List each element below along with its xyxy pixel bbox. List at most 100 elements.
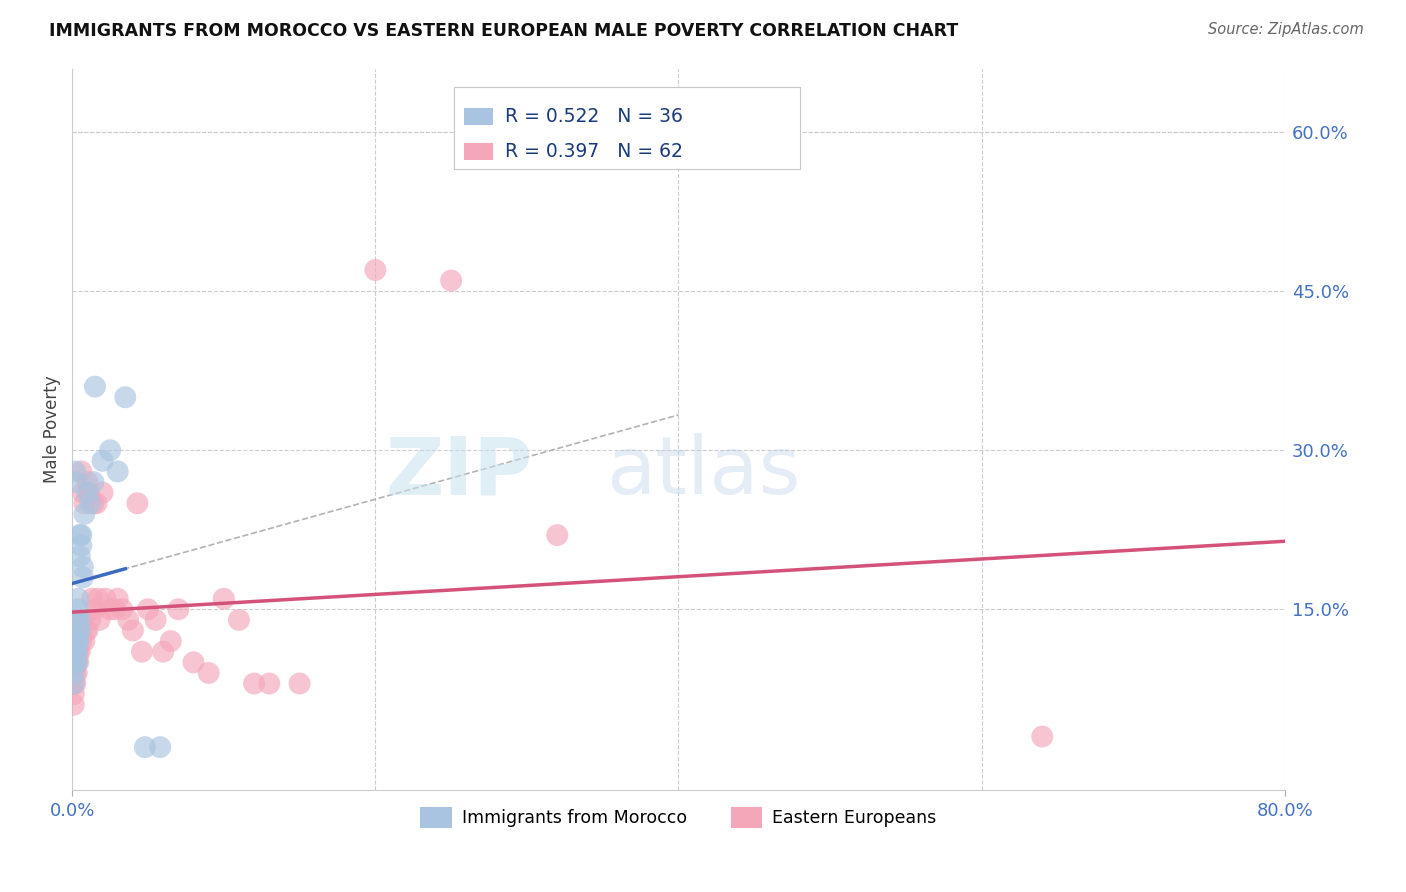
Point — [94, 591, 117, 606]
Point — [98, 443, 121, 458]
Point — [62, 665, 84, 680]
Point — [67, 645, 90, 659]
Point — [243, 676, 266, 690]
Point — [117, 613, 139, 627]
Point — [131, 645, 153, 659]
Point — [79, 496, 101, 510]
Point — [98, 602, 121, 616]
Point — [73, 507, 96, 521]
Point — [67, 624, 90, 638]
Point — [72, 560, 94, 574]
Bar — [464, 108, 494, 126]
Point — [107, 591, 129, 606]
Y-axis label: Male Poverty: Male Poverty — [44, 376, 60, 483]
Point — [67, 656, 90, 670]
Point — [69, 624, 91, 638]
Point — [77, 485, 100, 500]
Point — [65, 645, 87, 659]
Point — [69, 549, 91, 564]
Point — [152, 645, 174, 659]
Point — [80, 591, 103, 606]
Point — [1031, 730, 1053, 744]
Text: R = 0.522   N = 36: R = 0.522 N = 36 — [505, 107, 683, 127]
Point — [145, 613, 167, 627]
Text: IMMIGRANTS FROM MOROCCO VS EASTERN EUROPEAN MALE POVERTY CORRELATION CHART: IMMIGRANTS FROM MOROCCO VS EASTERN EUROP… — [49, 22, 959, 40]
Point — [65, 645, 87, 659]
Point — [69, 528, 91, 542]
Point — [114, 390, 136, 404]
Point — [65, 656, 87, 670]
Point — [69, 645, 91, 659]
Point — [288, 676, 311, 690]
Point — [76, 475, 98, 489]
Point — [79, 613, 101, 627]
Point — [82, 475, 104, 489]
Point — [65, 465, 87, 479]
Point — [87, 591, 110, 606]
Point — [62, 698, 84, 712]
Point — [62, 656, 84, 670]
Point — [104, 602, 127, 616]
Legend: Immigrants from Morocco, Eastern Europeans: Immigrants from Morocco, Eastern Europea… — [413, 800, 943, 835]
Point — [136, 602, 159, 616]
Point — [69, 613, 91, 627]
Point — [259, 676, 281, 690]
Point — [183, 656, 205, 670]
Point — [67, 634, 90, 648]
Point — [149, 740, 172, 755]
Point — [134, 740, 156, 755]
Point — [127, 496, 149, 510]
Point — [66, 634, 89, 648]
Point — [67, 602, 90, 616]
Point — [121, 624, 143, 638]
Bar — [464, 143, 494, 160]
Point — [66, 613, 89, 627]
Point — [66, 656, 89, 670]
Point — [159, 634, 181, 648]
Point — [197, 665, 219, 680]
Point — [82, 496, 104, 510]
Point — [76, 624, 98, 638]
Point — [62, 645, 84, 659]
Point — [107, 465, 129, 479]
Point — [67, 634, 90, 648]
Point — [73, 634, 96, 648]
Point — [65, 676, 87, 690]
Point — [91, 485, 114, 500]
Point — [62, 676, 84, 690]
Point — [66, 634, 89, 648]
Point — [62, 634, 84, 648]
Text: atlas: atlas — [606, 434, 800, 511]
Point — [89, 613, 111, 627]
Point — [546, 528, 568, 542]
Point — [70, 528, 93, 542]
Point — [91, 454, 114, 468]
Point — [72, 613, 94, 627]
Point — [66, 665, 89, 680]
Point — [62, 687, 84, 701]
Point — [65, 665, 87, 680]
Point — [228, 613, 250, 627]
Point — [69, 613, 91, 627]
Point — [65, 475, 87, 489]
Point — [76, 485, 98, 500]
Point — [72, 485, 94, 500]
Point — [66, 656, 89, 670]
Point — [111, 602, 134, 616]
Point — [167, 602, 190, 616]
Point — [75, 624, 97, 638]
Point — [67, 624, 90, 638]
Point — [70, 539, 93, 553]
Point — [364, 263, 387, 277]
Point — [70, 634, 93, 648]
Text: Source: ZipAtlas.com: Source: ZipAtlas.com — [1208, 22, 1364, 37]
Text: ZIP: ZIP — [385, 434, 533, 511]
Point — [69, 624, 91, 638]
Point — [84, 379, 107, 393]
Text: R = 0.397   N = 62: R = 0.397 N = 62 — [505, 142, 683, 161]
Point — [86, 496, 108, 510]
Point — [67, 591, 90, 606]
Point — [62, 676, 84, 690]
Point — [66, 645, 89, 659]
FancyBboxPatch shape — [454, 87, 800, 169]
